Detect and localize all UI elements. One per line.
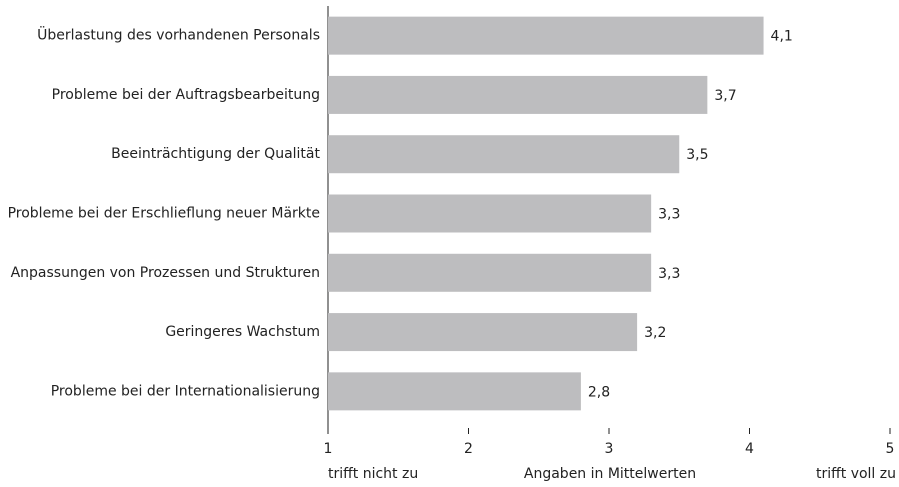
bar <box>328 372 581 411</box>
x-axis-label: Angaben in Mittelwerten <box>524 466 696 482</box>
bar <box>328 313 638 352</box>
y-tick-label: Anpassungen von Prozessen und Strukturen <box>11 265 320 281</box>
value-label: 3,5 <box>686 147 708 163</box>
y-tick-label: Geringeres Wachstum <box>165 324 320 340</box>
x-tick-label: 3 <box>605 441 614 457</box>
y-tick-label: Überlastung des vorhandenen Personals <box>37 26 320 44</box>
x-tick-label: 1 <box>324 441 333 457</box>
y-tick-label: Probleme bei der Auftragsbearbeitung <box>52 87 320 103</box>
y-tick-label: Beeinträchtigung der Qualität <box>111 146 320 162</box>
value-label: 3,3 <box>658 207 680 223</box>
x-tick-label: 4 <box>745 441 754 457</box>
x-tick-label: 5 <box>886 441 895 457</box>
bar <box>328 135 680 174</box>
bar <box>328 16 764 55</box>
value-label: 4,1 <box>771 29 793 45</box>
value-label: 3,2 <box>644 325 666 341</box>
value-label: 2,8 <box>588 384 610 400</box>
y-tick-label: Probleme bei der Internationalisierung <box>51 383 320 399</box>
bar <box>328 75 708 114</box>
x-end-label: trifft nicht zu <box>328 466 418 482</box>
value-label: 3,7 <box>714 88 736 104</box>
x-tick-label: 2 <box>464 441 473 457</box>
x-end-label: trifft voll zu <box>816 466 896 482</box>
y-tick-label: Probleme bei der Erschlieflung neuer Mär… <box>8 206 320 222</box>
value-label: 3,3 <box>658 266 680 282</box>
bar <box>328 194 652 233</box>
bar <box>328 253 652 292</box>
